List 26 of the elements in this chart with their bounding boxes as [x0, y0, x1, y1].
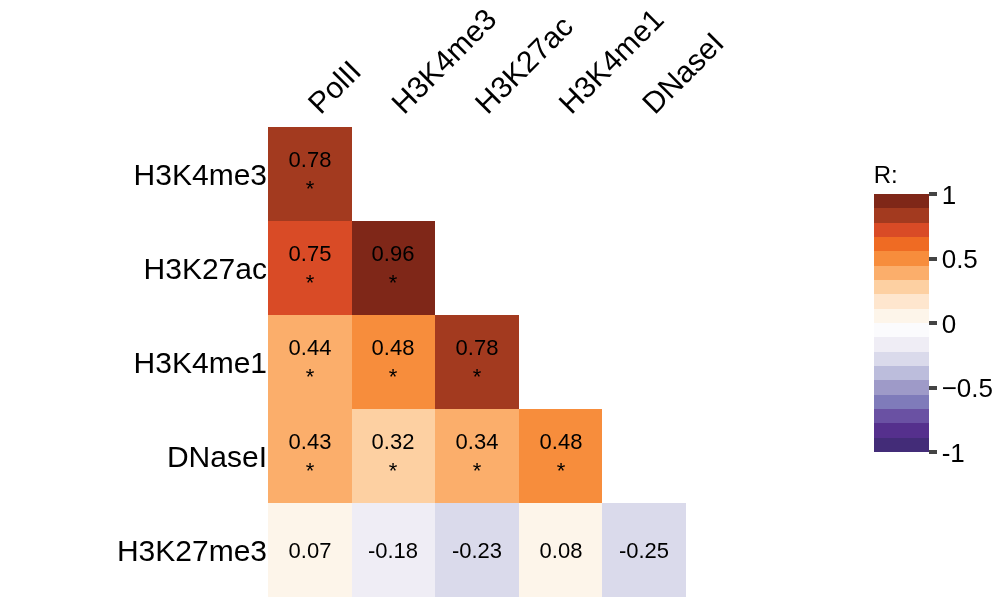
- data-label: 0.43 *: [288, 429, 332, 483]
- y-tick-label: H3K27me3: [116, 533, 267, 567]
- data-label: -0.23: [451, 537, 503, 563]
- color-bar-label: 0.5: [941, 244, 978, 275]
- data-label: 0.07: [288, 537, 332, 563]
- y-tick-label: H3K4me3: [133, 157, 267, 191]
- color-bar-label: −0.5: [941, 373, 994, 404]
- data-label: 0.34 *: [455, 429, 499, 483]
- data-label: 0.32 *: [371, 429, 415, 483]
- data-label: 0.44 *: [288, 335, 332, 389]
- color-bar-title: R:: [873, 161, 898, 189]
- color-bar-label: -1: [941, 437, 965, 468]
- data-label: 0.48 *: [539, 429, 583, 483]
- data-label: 0.96 *: [371, 241, 415, 295]
- data-label: -0.18: [367, 537, 419, 563]
- data-label: -0.25: [618, 537, 670, 563]
- color-bar-label: 0: [941, 308, 957, 339]
- data-label: 0.75 *: [288, 241, 332, 295]
- y-tick-label: H3K27ac: [143, 251, 267, 285]
- data-label: 0.78 *: [455, 335, 499, 389]
- data-label: 0.08: [539, 537, 583, 563]
- y-tick-label: H3K4me1: [133, 345, 267, 379]
- y-tick-label: DNaseI: [166, 439, 267, 473]
- color-bar-label: 1: [941, 179, 957, 210]
- data-label: 0.48 *: [371, 335, 415, 389]
- data-label: 0.78 *: [288, 147, 332, 201]
